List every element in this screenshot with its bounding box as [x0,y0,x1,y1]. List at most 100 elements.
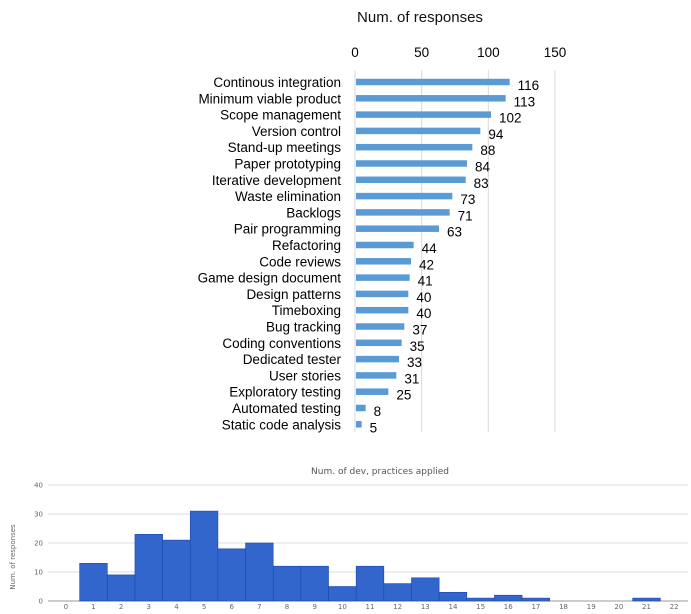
bar [356,209,450,216]
data-label: 71 [458,208,473,223]
histogram-bar [355,565,385,602]
histogram-bar [411,577,440,602]
x-tick-label: 50 [414,45,429,60]
histogram-bar [438,592,468,602]
x-tick-label: 11 [366,603,375,611]
x-tick-label: 18 [559,603,568,611]
histogram-bar [272,565,302,602]
x-tick-label: 21 [642,603,651,611]
data-label: 94 [488,127,504,142]
bar [356,323,405,330]
category-label: Timeboxing [272,303,341,318]
data-label: 41 [418,274,433,289]
chart-title: Num. of responses [357,9,483,26]
practices-histogram-chart: Num. of dev, practices applied Num. of r… [9,467,688,611]
histogram-bar [79,563,108,602]
x-tick-label: 0 [64,603,68,611]
data-label: 116 [518,78,540,93]
x-tick-label: 20 [614,603,623,611]
y-tick-label: 10 [34,569,43,577]
histogram-bar [494,594,523,602]
x-tick-label: 6 [230,603,235,611]
bar [356,306,409,314]
category-label: Minimum viable product [198,91,341,106]
category-label: Dedicated tester [243,352,342,367]
category-label: Scope management [220,108,341,123]
x-tick-label: 19 [587,603,596,611]
bar [356,274,410,281]
histogram-bar [217,548,246,602]
x-tick-label: 1 [91,603,95,611]
x-tick-label: 150 [544,45,567,60]
histogram-bar [632,597,661,602]
bar [356,355,399,363]
bar [356,421,362,428]
data-label: 37 [412,323,427,338]
data-label: 5 [370,420,378,435]
histogram-bar [521,597,551,602]
data-label: 40 [416,290,431,305]
bar [356,143,473,151]
histogram-bar [383,583,412,602]
x-tick-label: 16 [504,603,513,611]
x-tick-label: 8 [285,603,289,611]
category-label: Backlogs [286,205,341,220]
x-tick-label: 15 [476,603,485,611]
data-label: 102 [499,111,522,126]
x-tick-label: 2 [119,603,123,611]
bar [356,241,414,249]
category-label: Static code analysis [222,417,342,432]
x-tick-label: 22 [670,603,679,611]
x-tick-label: 14 [448,603,457,611]
data-label: 35 [410,339,425,354]
bar [356,388,389,395]
category-label: Stand-up meetings [228,140,342,155]
bar [356,192,453,200]
data-label: 8 [374,404,382,419]
responses-per-practice-chart: Num. of responses 0 50 100 150 Continous in… [198,9,567,435]
bar [356,258,411,265]
data-label: 84 [475,160,491,175]
data-label: 63 [447,225,462,240]
histogram-bar [328,586,357,602]
x-tick-label: 12 [393,603,402,611]
x-tick-label: 7 [257,603,261,611]
y-tick-label: 20 [34,540,43,548]
x-tick-label: 3 [147,603,151,611]
data-label: 88 [480,143,495,158]
y-tick-label: 30 [34,511,43,519]
y-axis-label: Num. of responses [9,524,17,590]
x-tick-label: 0 [351,45,359,60]
data-label: 42 [419,257,434,272]
category-label: Code reviews [259,254,341,269]
bar [356,290,409,298]
data-label: 44 [422,241,438,256]
x-tick-label: 10 [338,603,347,611]
x-tick-label: 100 [477,45,500,60]
category-label: Iterative development [212,173,341,188]
category-label: Design patterns [246,287,341,302]
data-label: 40 [416,306,431,321]
bar [356,160,467,167]
histogram-bar [466,597,495,602]
histogram-bar [189,510,219,602]
category-label: Automated testing [232,401,341,416]
data-label: 73 [460,192,475,207]
category-label: Refactoring [272,238,341,253]
data-label: 83 [474,176,489,191]
category-label: Pair programming [234,222,341,237]
bar [356,372,397,379]
bar [356,176,466,184]
bar [356,127,481,135]
bar [356,78,510,86]
category-label: User stories [269,368,341,383]
histogram-bar [300,565,329,602]
category-label: Waste elimination [235,189,341,204]
chart-title: Num. of dev, practices applied [311,467,449,477]
category-label: Bug tracking [266,320,341,335]
category-label: Game design document [198,271,342,286]
bar [356,111,491,118]
data-label: 33 [407,355,422,370]
bar [356,404,366,412]
